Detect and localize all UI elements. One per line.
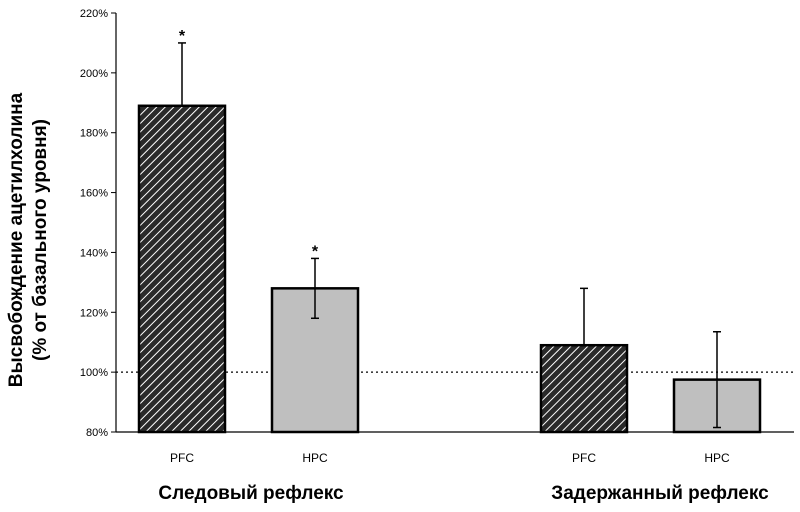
bar-pfc <box>539 343 629 434</box>
y-tick-label: 140% <box>80 247 108 259</box>
y-tick-label: 200% <box>80 68 108 80</box>
bars-layer: ** <box>137 28 762 434</box>
y-axis-title-line2: (% от базального уровня) <box>30 119 51 361</box>
y-axis-title: Высвобождение ацетилхолина (% от базальн… <box>6 92 51 387</box>
category-label: HPC <box>302 451 328 465</box>
category-label: PFC <box>170 451 194 465</box>
group-label: Следовый рефлекс <box>158 483 344 504</box>
category-label: PFC <box>572 451 596 465</box>
y-tick-label: 100% <box>80 367 108 379</box>
significance-marker: * <box>312 243 319 260</box>
group-label: Задержанный рефлекс <box>551 483 769 504</box>
category-label: HPC <box>704 451 730 465</box>
y-tick-label: 180% <box>80 128 108 140</box>
bar-pfc <box>137 104 227 434</box>
y-tick-label: 120% <box>80 307 108 319</box>
y-ticks: 80% 100% 120% 140% 160% 180% 200% 220% <box>80 8 116 439</box>
y-tick-label: 160% <box>80 188 108 200</box>
y-tick-label: 80% <box>86 427 108 439</box>
significance-marker: * <box>179 28 186 45</box>
labels-layer: PFC HPC Следовый рефлекс PFC HPC Задержанный … <box>158 451 769 504</box>
y-axis-title-line1: Высвобождение ацетилхолина <box>6 92 27 387</box>
y-tick-label: 220% <box>80 8 108 20</box>
